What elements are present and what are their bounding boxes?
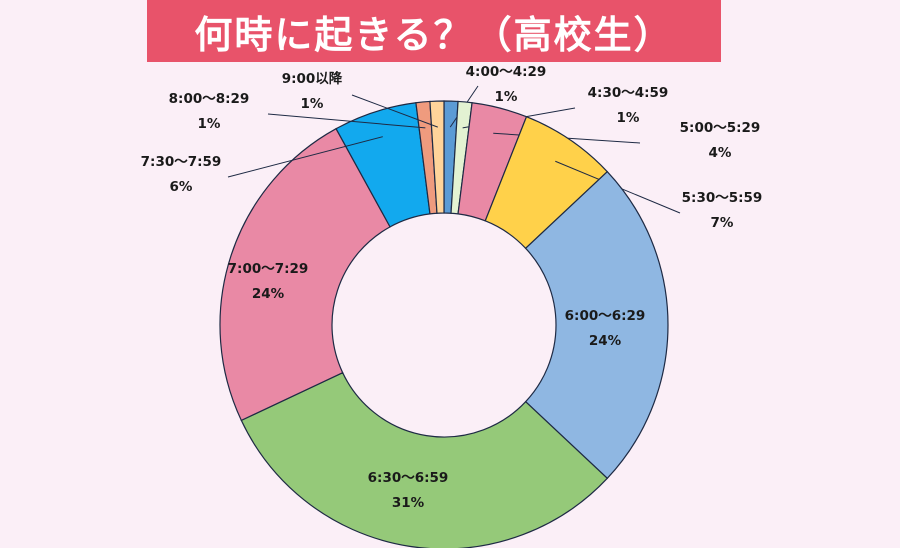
slice-value-0: 1% (495, 89, 518, 105)
slice-4 (524, 170, 669, 480)
slice-6 (219, 127, 391, 422)
slice-label-3: 5:30〜5:59 (682, 190, 763, 206)
slice-value-3: 7% (711, 215, 734, 231)
title-banner: 何時に起きる？（高校生） (147, 0, 721, 62)
slice-value-8: 1% (198, 116, 221, 132)
slice-label-2: 5:00〜5:29 (680, 120, 761, 136)
leader-line-7 (227, 136, 383, 178)
slice-label-9: 9:00以降 (282, 70, 343, 87)
slice-value-1: 1% (617, 110, 640, 126)
leader-line-9 (351, 94, 438, 128)
slice-value-9: 1% (301, 96, 324, 112)
slice-label-0: 4:00〜4:29 (466, 64, 547, 80)
slice-value-5: 31% (392, 495, 425, 511)
slice-label-5: 6:30〜6:59 (368, 470, 449, 486)
slice-label-8: 8:00〜8:29 (169, 91, 250, 107)
slice-label-1: 4:30〜4:59 (588, 85, 669, 101)
leader-line-8 (267, 113, 426, 129)
chart-title: 何時に起きる？（高校生） (194, 12, 674, 57)
slice-label-7: 7:30〜7:59 (141, 154, 222, 170)
slice-label-6: 7:00〜7:29 (228, 261, 309, 277)
slice-label-4: 6:00〜6:29 (565, 308, 646, 324)
slice-value-4: 24% (589, 333, 622, 349)
slice-5 (240, 371, 609, 548)
slice-value-6: 24% (252, 286, 285, 302)
slice-value-2: 4% (709, 145, 732, 161)
slice-value-7: 6% (170, 179, 193, 195)
slice-9 (429, 100, 445, 214)
